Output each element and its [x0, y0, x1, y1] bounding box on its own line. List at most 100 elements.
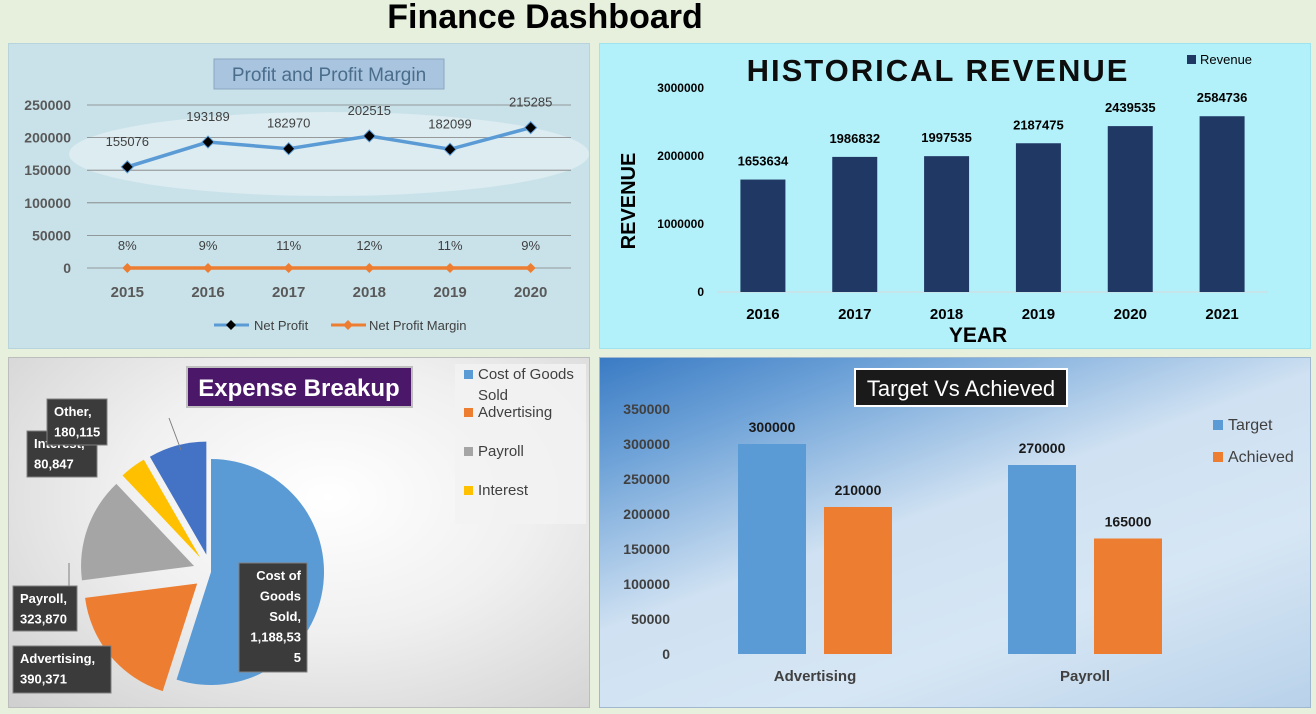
legend-revenue-swatch [1187, 55, 1196, 64]
legend-label-advertising: Advertising [478, 404, 552, 421]
revenue-bar [1015, 143, 1061, 292]
data-label-other: Other, 180,115 [54, 404, 100, 440]
chart-title: Profit and Profit Margin [232, 65, 426, 86]
achieved-bar [1094, 538, 1162, 654]
net-margin-data-label: 11% [437, 238, 462, 253]
x-tick-label: Payroll [1060, 668, 1110, 685]
y-tick-label: 300000 [623, 436, 670, 452]
y-tick-label: 200000 [623, 506, 670, 522]
data-label-box [46, 398, 108, 446]
panel-glow [69, 112, 589, 196]
legend-swatch [464, 408, 473, 417]
expense-chart-panel: Expense Breakup Cost of Goods Sold, 1,188,53… [8, 357, 590, 708]
x-axis-title: YEAR [949, 324, 1007, 347]
net-profit-data-label: 182099 [428, 116, 471, 131]
achieved-bar [824, 507, 892, 654]
revenue-chart-panel: HISTORICAL REVENUE 0 1000000 2000000 3000000… [599, 43, 1311, 349]
net-margin-marker [122, 263, 133, 273]
net-margin-data-label: 8% [118, 238, 137, 253]
y-tick-label: 50000 [32, 227, 71, 243]
legend-achieved-swatch [1213, 452, 1223, 462]
y-axis-title: REVENUE [618, 153, 640, 250]
target-chart: Target Vs Achieved 0 50000 100000 150000 2000… [623, 368, 1294, 685]
net-profit-marker [523, 120, 538, 135]
net-margin-data-label: 9% [521, 238, 540, 253]
chart-title: HISTORICAL REVENUE [747, 53, 1130, 88]
expense-chart: Expense Breakup Cost of Goods Sold, 1,188,53… [12, 364, 586, 694]
revenue-data-label: 1653634 [738, 154, 789, 169]
revenue-data-label: 2187475 [1013, 117, 1064, 132]
revenue-chart: HISTORICAL REVENUE 0 1000000 2000000 3000000… [618, 52, 1268, 347]
target-data-label: 300000 [749, 419, 796, 435]
x-tick-label: 2016 [746, 306, 779, 323]
net-margin-marker [283, 263, 294, 273]
leader-line [168, 417, 182, 451]
x-tick-label: Advertising [774, 668, 857, 685]
net-profit-data-label: 215285 [509, 95, 552, 110]
legend-target-label: Target [1228, 417, 1273, 434]
data-label-box [12, 645, 112, 694]
revenue-bar [1199, 116, 1245, 293]
chart-title: Target Vs Achieved [867, 376, 1055, 401]
chart-title: Expense Breakup [198, 375, 399, 402]
x-tick-label: 2020 [514, 284, 547, 301]
y-tick-label: 2000000 [657, 149, 704, 163]
achieved-data-label: 165000 [1105, 514, 1152, 530]
y-tick-label: 150000 [24, 162, 71, 178]
legend-swatch [464, 447, 473, 456]
target-data-label: 270000 [1019, 440, 1066, 456]
y-tick-label: 100000 [623, 576, 670, 592]
revenue-data-label: 2439535 [1105, 100, 1156, 115]
profit-chart-panel: Profit and Profit Margin 0 50000 100000 1500… [8, 43, 590, 349]
legend-label-cost-of-goods-sold: Cost of Goods Sold [478, 366, 574, 404]
data-label-advertising: Advertising, 390,371 [20, 651, 95, 687]
net-profit-marker [443, 142, 457, 156]
revenue-bar [832, 156, 878, 292]
profit-chart: Profit and Profit Margin 0 50000 100000 1500… [24, 58, 589, 333]
y-tick-label: 0 [662, 646, 670, 662]
net-margin-data-label: 9% [199, 238, 218, 253]
y-tick-label: 350000 [623, 401, 670, 417]
net-profit-marker [120, 160, 135, 174]
legend-swatch [464, 486, 473, 495]
net-profit-data-label: 182970 [267, 116, 310, 131]
net-profit-data-label: 193189 [186, 109, 229, 124]
net-margin-marker [203, 263, 213, 273]
legend-swatch [464, 370, 473, 379]
legend-target-swatch [1213, 420, 1223, 430]
net-margin-marker [445, 263, 455, 273]
pie-slice-advertising [85, 583, 198, 692]
net-margin-data-label: 12% [356, 238, 382, 253]
net-profit-marker [362, 129, 377, 143]
x-tick-label: 2018 [353, 284, 386, 301]
revenue-bar [740, 179, 786, 292]
x-tick-label: 2021 [1205, 306, 1238, 323]
revenue-data-label: 1997535 [921, 130, 972, 145]
y-tick-label: 100000 [24, 195, 71, 211]
data-label-cost-of-goods-sold: Cost of Goods Sold, 1,188,53 5 [250, 568, 301, 665]
net-profit-marker [281, 141, 296, 156]
x-tick-label: 2015 [111, 284, 144, 301]
y-tick-label: 250000 [24, 97, 71, 113]
y-tick-label: 200000 [24, 130, 71, 146]
chart-title-box [854, 368, 1068, 407]
legend-label-payroll: Payroll [478, 443, 524, 460]
pie-slice-payroll [81, 483, 195, 581]
x-tick-label: 2019 [1022, 306, 1055, 323]
y-tick-label: 1000000 [657, 217, 704, 231]
legend-net-profit-label: Net Profit [254, 318, 309, 333]
y-tick-label: 0 [63, 260, 71, 276]
legend-net-margin-marker [343, 320, 353, 330]
net-margin-marker [525, 263, 536, 273]
dashboard-title: Finance Dashboard [387, 0, 703, 36]
y-tick-label: 250000 [623, 471, 670, 487]
chart-title-box [186, 366, 413, 408]
net-profit-marker [201, 135, 215, 149]
y-tick-label: 50000 [631, 611, 670, 627]
data-label-box [12, 585, 78, 632]
x-tick-label: 2016 [191, 284, 224, 301]
x-tick-label: 2017 [272, 284, 305, 301]
legend-box [455, 364, 586, 524]
pie-slice-other [149, 441, 207, 555]
target-bar [738, 444, 806, 654]
